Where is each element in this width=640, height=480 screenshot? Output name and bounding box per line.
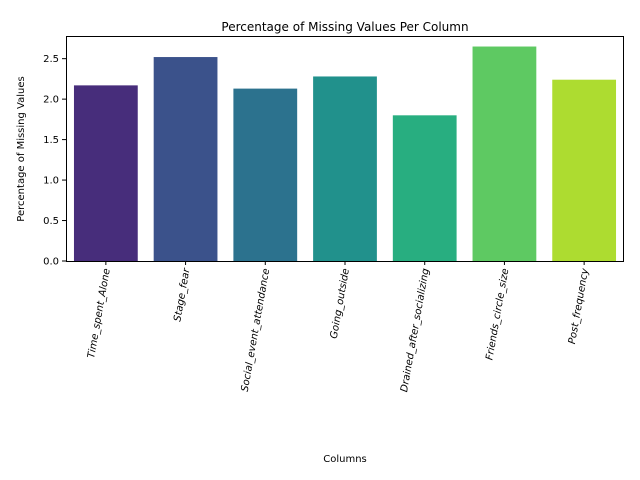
plot-frame <box>66 36 624 262</box>
bars-group <box>73 46 617 262</box>
x-tick-label: Time_spent_Alone <box>86 268 113 360</box>
bar-time-spent-alone <box>73 85 138 261</box>
y-tick-label: 1.5 <box>43 135 59 146</box>
bar-social-event-attendance <box>233 88 298 261</box>
y-axis-label: Percentage of Missing Values <box>16 76 27 221</box>
bar-stage-fear <box>153 57 218 261</box>
y-axis-ticks: 0.0 0.5 1.0 1.5 2.0 2.5 <box>43 54 66 268</box>
y-tick-label: 2.5 <box>43 54 59 65</box>
bar-drained-after-socializing <box>392 115 457 261</box>
x-tick-label: Friends_circle_size <box>484 268 511 361</box>
bar-friends-circle-size <box>472 46 537 262</box>
x-tick-label: Going_outside <box>329 268 352 340</box>
bar-going-outside <box>313 76 377 262</box>
y-tick-label: 0.5 <box>43 216 59 227</box>
x-tick-label: Stage_fear <box>172 267 192 323</box>
x-tick-label: Social_event_attendance <box>240 268 273 393</box>
x-tick-label: Drained_after_socializing <box>399 268 432 393</box>
y-tick-label: 1.0 <box>43 176 59 187</box>
x-axis-label: Columns <box>323 454 367 465</box>
bar-post-frequency <box>552 79 617 261</box>
y-tick-label: 2.0 <box>43 95 59 106</box>
x-tick-label: Post_frequency <box>567 267 591 345</box>
chart-title: Percentage of Missing Values Per Column <box>221 20 468 34</box>
x-axis-ticks: Time_spent_Alone Stage_fear Social_event_a… <box>86 261 591 393</box>
y-tick-label: 0.0 <box>43 257 59 268</box>
